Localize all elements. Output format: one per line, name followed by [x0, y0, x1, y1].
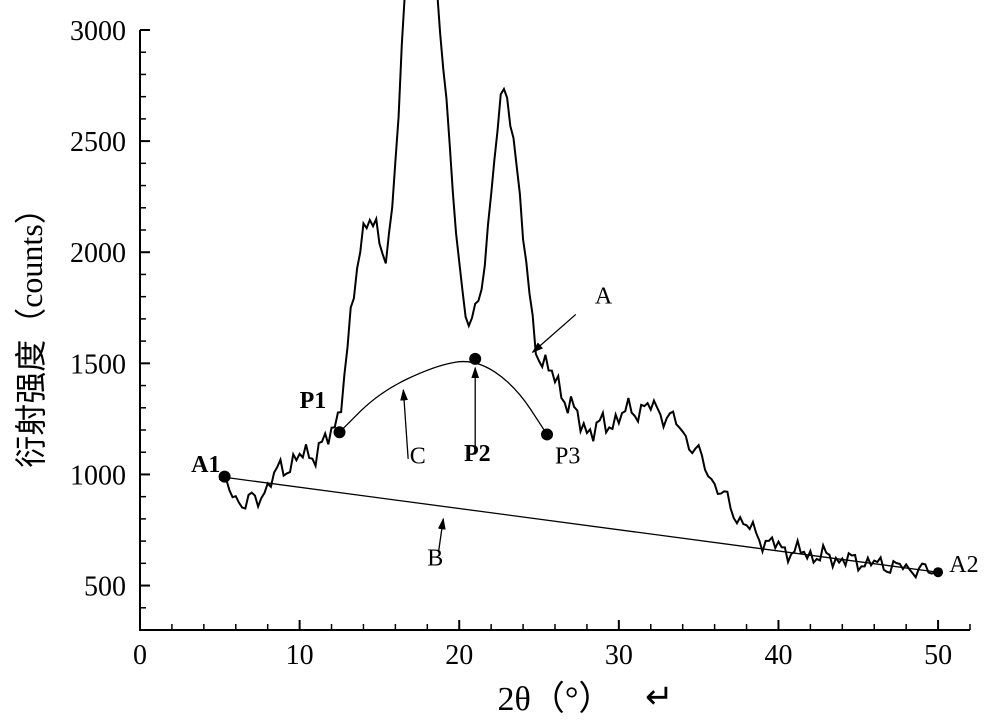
y-tick-label: 1500: [70, 349, 126, 380]
annotation-arrow: [403, 390, 408, 459]
data-point: [469, 353, 481, 365]
annotation-arrow: [533, 314, 576, 352]
data-point: [933, 567, 943, 577]
amorphous-hump-curve: [340, 362, 548, 435]
xrd-chart: 0 10 20 30 40 50 500 1000 1500 2000 2500 3000 2θ（°） ↵…: [0, 0, 1000, 725]
x-tick-label: 0: [133, 640, 147, 671]
annotation-label: P2: [464, 441, 491, 467]
x-axis-title: 2θ（°）: [498, 680, 613, 718]
y-tick-label: 2000: [70, 238, 126, 269]
y-tick-label: 2500: [70, 127, 126, 158]
axes: [140, 30, 970, 630]
x-tick-label: 50: [924, 640, 952, 671]
annotation-label: A: [595, 283, 613, 309]
annotation-label: C: [410, 443, 426, 469]
x-tick-label: 30: [605, 640, 633, 671]
annotation-label: B: [427, 546, 443, 572]
y-tick-label: 3000: [70, 16, 126, 47]
annotation-label: A1: [191, 452, 220, 478]
y-tick-label: 1000: [70, 460, 126, 491]
data-point: [541, 428, 553, 440]
y-axis-title: 衍射强度（counts）: [13, 192, 49, 468]
x-tick-label: 20: [445, 640, 473, 671]
x-tick-label: 10: [286, 640, 314, 671]
data-point: [334, 426, 346, 438]
annotation-label: P3: [555, 443, 580, 469]
annotation-label: P1: [300, 388, 327, 414]
baseline-line: [220, 477, 938, 573]
annotation-label: A2: [949, 552, 978, 578]
y-tick-label: 500: [84, 572, 126, 603]
x-axis-suffix-icon: ↵: [645, 679, 674, 716]
x-tick-label: 40: [764, 640, 792, 671]
